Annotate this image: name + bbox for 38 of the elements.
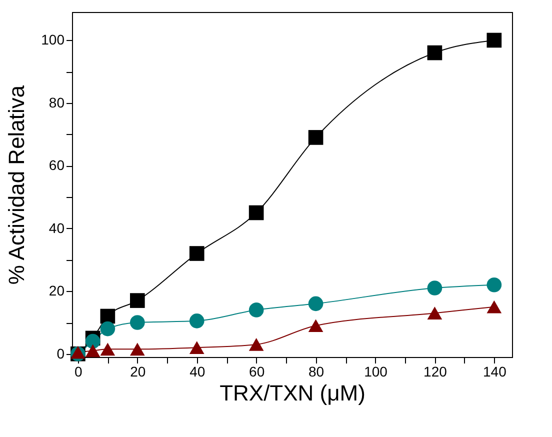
point bbox=[427, 306, 442, 320]
point bbox=[248, 302, 264, 318]
x-axis-title: TRX/TXN (μM) bbox=[220, 380, 366, 406]
point bbox=[308, 130, 324, 145]
x-tick-label: 120 bbox=[424, 364, 448, 380]
point bbox=[486, 300, 502, 314]
point bbox=[189, 314, 204, 328]
point bbox=[130, 315, 145, 330]
y-tick-label: 80 bbox=[48, 94, 65, 110]
point bbox=[100, 342, 116, 356]
y-tick-label: 100 bbox=[41, 32, 65, 48]
point bbox=[189, 246, 204, 261]
y-tick-label: 0 bbox=[56, 345, 65, 362]
x-tick-label: 0 bbox=[74, 364, 83, 380]
x-tick-label: 60 bbox=[249, 364, 265, 380]
x-tick-label: 20 bbox=[130, 364, 146, 380]
point bbox=[308, 319, 324, 332]
point bbox=[85, 344, 100, 358]
point bbox=[427, 280, 442, 296]
point bbox=[248, 338, 264, 351]
y-tick-label: 60 bbox=[48, 157, 65, 174]
point bbox=[486, 277, 502, 292]
point bbox=[100, 321, 116, 336]
x-tick-label: 40 bbox=[190, 364, 206, 380]
point bbox=[248, 205, 264, 220]
point bbox=[486, 32, 502, 48]
y-axis-title: % Actividad Relativa bbox=[4, 84, 30, 285]
point bbox=[308, 296, 324, 312]
point bbox=[427, 45, 442, 60]
point bbox=[130, 342, 145, 356]
x-tick-label: 80 bbox=[308, 364, 324, 380]
x-tick-label: 100 bbox=[364, 364, 388, 380]
x-tick-label: 140 bbox=[482, 364, 507, 380]
point bbox=[189, 341, 204, 354]
y-tick-label: 20 bbox=[48, 282, 65, 299]
y-tick-label: 40 bbox=[48, 220, 65, 236]
point bbox=[85, 334, 100, 349]
point bbox=[130, 293, 145, 308]
